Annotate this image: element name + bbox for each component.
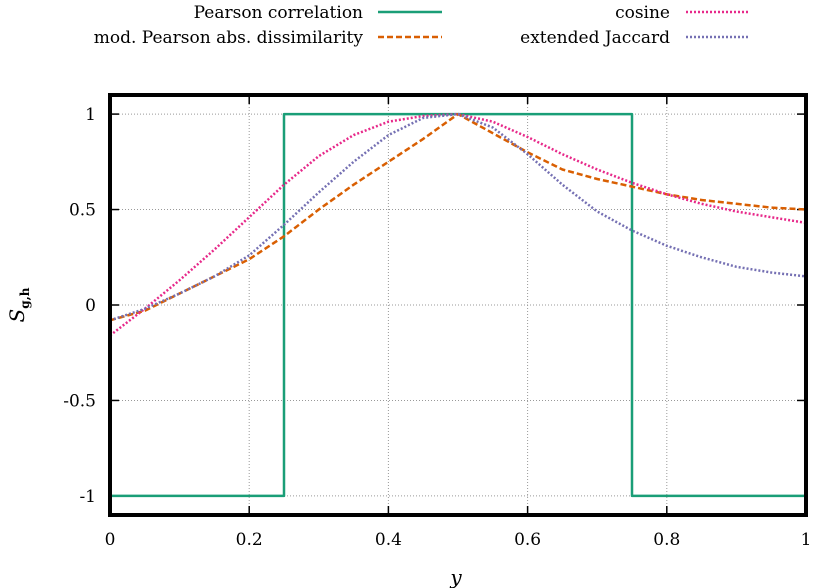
y-tick-label: 0 xyxy=(85,296,96,316)
legend-label-3: cosine xyxy=(615,3,670,23)
y-tick-label: 0.5 xyxy=(69,201,96,221)
y-tick-label: -0.5 xyxy=(63,391,96,411)
x-axis-label: y xyxy=(449,565,462,588)
axis-ticks: 0 0.2 0.4 0.6 0.8 1 -1 -0.5 0 0.5 1 xyxy=(63,95,811,550)
x-tick-label: 0.2 xyxy=(236,530,263,550)
series-line-4 xyxy=(109,112,807,322)
x-tick-label: 1 xyxy=(801,530,812,550)
y-axis-label: Sg,h xyxy=(5,287,32,322)
y-tick-label: 1 xyxy=(85,105,96,125)
legend-label-1: Pearson correlation xyxy=(194,3,363,23)
legend: Pearson correlation mod. Pearson abs. dis… xyxy=(94,3,750,48)
series-lines xyxy=(109,112,807,498)
x-tick-label: 0.8 xyxy=(653,530,680,550)
legend-label-4: extended Jaccard xyxy=(520,28,670,48)
grid xyxy=(109,95,807,515)
series-line-3 xyxy=(109,112,807,337)
y-tick-label: -1 xyxy=(79,487,96,507)
series-line-2 xyxy=(109,112,807,322)
x-tick-label: 0.4 xyxy=(375,530,402,550)
y-axis-label-subscript: g,h xyxy=(18,287,32,309)
legend-label-2: mod. Pearson abs. dissimilarity xyxy=(94,28,364,48)
plot-frame xyxy=(108,93,808,517)
x-tick-label: 0.6 xyxy=(514,530,541,550)
x-tick-label: 0 xyxy=(105,530,116,550)
y-axis-label-main: S xyxy=(5,309,29,323)
